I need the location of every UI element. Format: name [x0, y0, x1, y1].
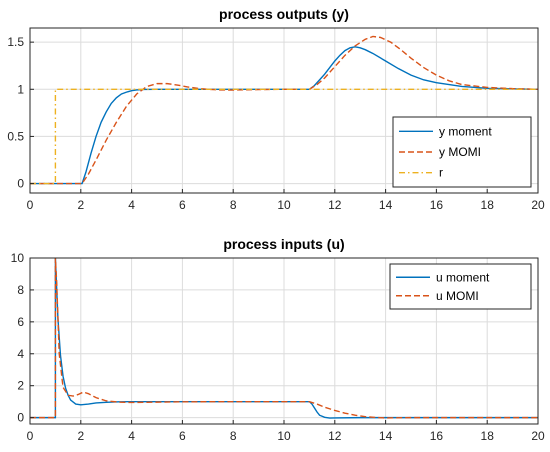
y-tick-label: 0.5 — [7, 129, 24, 143]
x-tick-label: 12 — [328, 198, 342, 212]
x-tick-label: 4 — [128, 429, 135, 443]
inputs-chart: 0 2 4 6 8 10 12 14 16 18 20 0 2 4 6 8 10 process inputs (… — [11, 236, 545, 443]
series-line-u-momi — [30, 257, 538, 419]
legend-label: u MOMI — [436, 289, 479, 303]
legend: u moment u MOMI — [389, 263, 532, 310]
x-tick-label: 4 — [128, 198, 135, 212]
x-tick-label: 20 — [531, 198, 545, 212]
y-tick-label: 6 — [17, 315, 24, 329]
outputs-chart: 0 2 4 6 8 10 12 14 16 18 20 0 0.5 1 1.5 process outputs… — [7, 6, 545, 212]
y-tick-label: 2 — [17, 379, 24, 393]
y-tick-label: 8 — [17, 283, 24, 297]
x-tick-label: 2 — [77, 429, 84, 443]
legend-box — [389, 263, 532, 310]
x-tick-label: 8 — [230, 429, 237, 443]
series-line-u-moment — [30, 257, 538, 419]
series-line-r — [30, 88, 538, 185]
x-tick-label: 0 — [27, 198, 34, 212]
x-tick-label: 6 — [179, 429, 186, 443]
legend: y moment y MOMI r — [392, 116, 532, 188]
y-tick-label: 10 — [11, 251, 25, 265]
x-tick-label: 16 — [430, 429, 444, 443]
x-tick-label: 10 — [277, 429, 291, 443]
x-tick-label: 14 — [379, 429, 393, 443]
x-tick-label: 6 — [179, 198, 186, 212]
x-tick-label: 8 — [230, 198, 237, 212]
y-tick-label: 1.5 — [7, 35, 24, 49]
x-tick-label: 0 — [27, 429, 34, 443]
legend-box — [392, 116, 532, 188]
x-tick-label: 18 — [481, 198, 495, 212]
x-tick-label: 12 — [328, 429, 342, 443]
x-tick-label: 14 — [379, 198, 393, 212]
y-tick-label: 0 — [17, 177, 24, 191]
legend-label: y moment — [439, 124, 492, 138]
x-tick-label: 10 — [277, 198, 291, 212]
y-tick-label: 4 — [17, 347, 24, 361]
x-tick-label: 18 — [481, 429, 495, 443]
x-tick-label: 2 — [77, 198, 84, 212]
series-line-y-moment — [30, 46, 538, 185]
y-tick-label: 1 — [17, 82, 24, 96]
legend-label: u moment — [436, 270, 490, 284]
legend-label: r — [439, 166, 443, 180]
x-tick-label: 20 — [531, 429, 545, 443]
y-tick-label: 0 — [17, 411, 24, 425]
x-tick-label: 16 — [430, 198, 444, 212]
chart-title: process outputs (y) — [219, 6, 349, 22]
chart-title: process inputs (u) — [223, 236, 344, 252]
legend-label: y MOMI — [439, 145, 481, 159]
